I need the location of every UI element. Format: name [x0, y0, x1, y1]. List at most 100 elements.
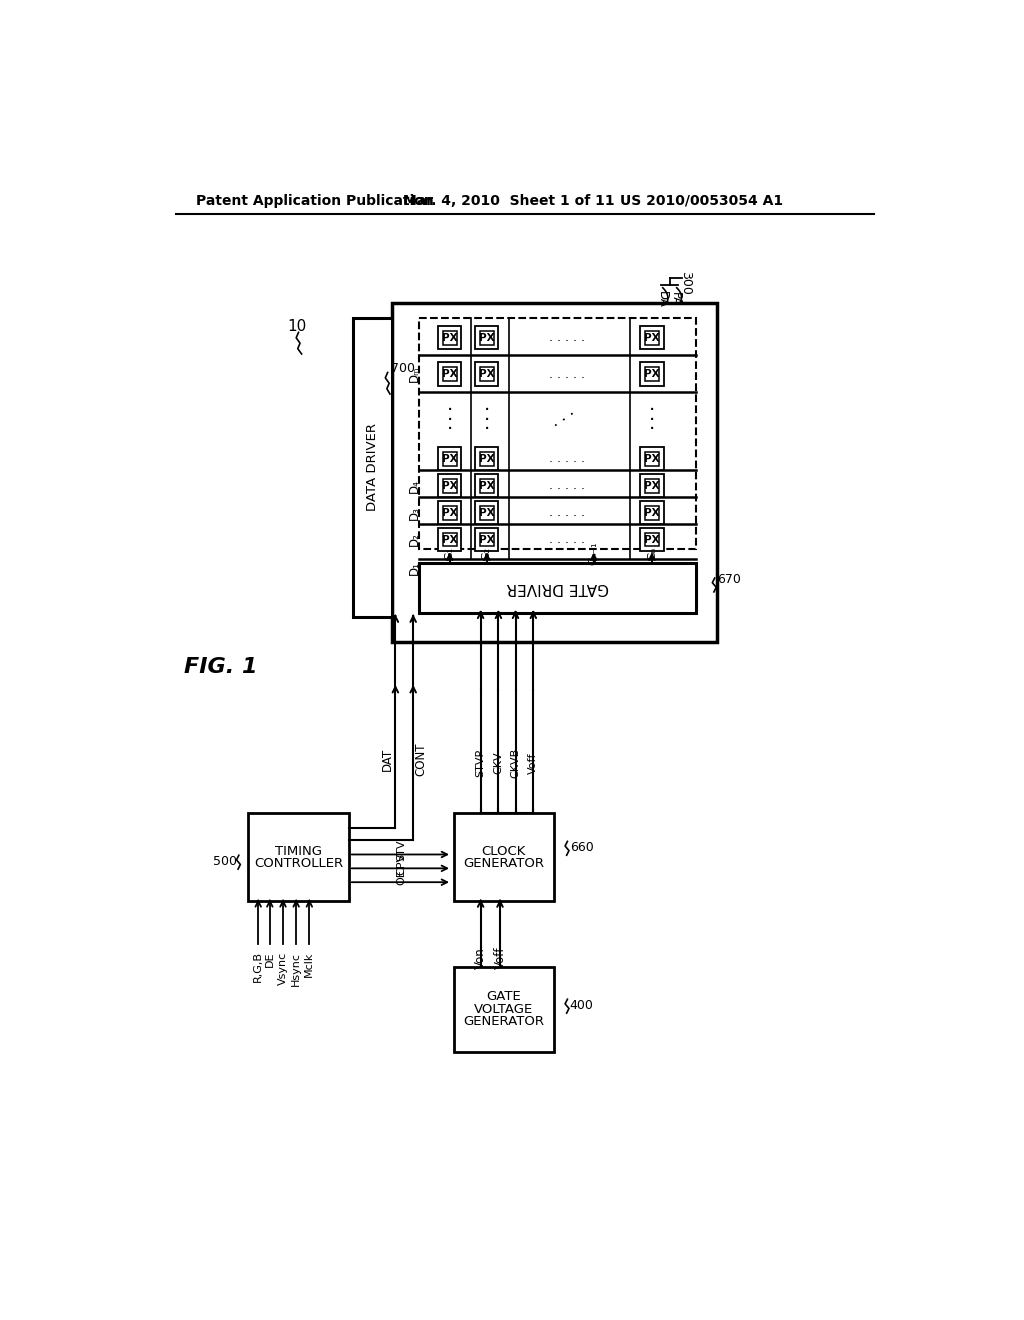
Text: . . . . .: . . . . .	[550, 506, 586, 519]
Bar	[480, 367, 494, 381]
Text: VOLTAGE: VOLTAGE	[474, 1003, 534, 1016]
Bar	[645, 451, 658, 466]
Text: Voff: Voff	[494, 946, 507, 969]
Bar	[475, 474, 499, 498]
Bar	[442, 367, 457, 381]
Text: PX: PX	[441, 535, 458, 545]
Text: GATE: GATE	[486, 990, 521, 1003]
Text: 500: 500	[213, 855, 237, 869]
Text: PX: PX	[441, 508, 458, 517]
Text: R,G,B: R,G,B	[253, 952, 263, 982]
Text: . . . . .: . . . . .	[550, 367, 586, 380]
Bar	[442, 331, 457, 345]
Text: Gₙ: Gₙ	[647, 546, 657, 560]
Text: 10: 10	[287, 318, 306, 334]
Bar	[645, 533, 658, 546]
Bar	[640, 502, 664, 524]
Text: .: .	[649, 404, 655, 424]
Text: D₃: D₃	[409, 506, 421, 520]
Text: PX: PX	[644, 454, 659, 463]
Bar	[640, 447, 664, 470]
Bar	[475, 502, 499, 524]
Bar	[438, 502, 461, 524]
Bar	[248, 813, 349, 902]
Bar	[475, 447, 499, 470]
Text: CONTROLLER: CONTROLLER	[254, 857, 343, 870]
Bar	[438, 326, 461, 350]
Text: PX: PX	[479, 333, 495, 343]
Text: PX: PX	[479, 480, 495, 491]
Text: .: .	[446, 395, 453, 414]
Text: .: .	[649, 413, 655, 433]
Text: G₂: G₂	[482, 546, 492, 560]
Text: .: .	[649, 395, 655, 414]
Text: CPV: CPV	[396, 853, 407, 875]
Bar	[645, 479, 658, 492]
Text: PX: PX	[479, 508, 495, 517]
Text: Hsync: Hsync	[291, 952, 301, 986]
Bar	[475, 326, 499, 350]
Text: D₄: D₄	[409, 479, 421, 492]
Bar	[475, 363, 499, 385]
Text: Von: Von	[474, 946, 487, 969]
Bar	[454, 813, 554, 902]
Text: GENERATOR: GENERATOR	[464, 1015, 545, 1028]
Bar	[442, 451, 457, 466]
Bar	[480, 331, 494, 345]
Text: Mclk: Mclk	[304, 952, 314, 977]
Bar	[480, 479, 494, 492]
Text: PX: PX	[644, 333, 659, 343]
Text: FIG. 1: FIG. 1	[184, 656, 258, 677]
Text: . . . . .: . . . . .	[550, 331, 586, 345]
Text: STV: STV	[396, 840, 407, 861]
Bar	[391, 304, 717, 642]
Bar	[419, 318, 696, 549]
Bar	[438, 447, 461, 470]
Text: .: .	[483, 395, 489, 414]
Bar	[640, 528, 664, 552]
Bar	[645, 506, 658, 520]
Text: PX: PX	[644, 535, 659, 545]
Bar	[640, 474, 664, 498]
Text: PA: PA	[669, 292, 682, 306]
Text: D₂: D₂	[409, 532, 421, 546]
Text: 660: 660	[569, 841, 594, 854]
Text: Vsync: Vsync	[278, 952, 288, 985]
Bar	[442, 479, 457, 492]
Text: Patent Application Publication: Patent Application Publication	[197, 194, 434, 207]
Text: CONT: CONT	[415, 742, 428, 776]
Text: GENERATOR: GENERATOR	[464, 857, 545, 870]
Text: .: .	[446, 413, 453, 433]
Bar	[480, 451, 494, 466]
Bar	[438, 474, 461, 498]
Bar	[480, 506, 494, 520]
Text: Gₙ₋₁: Gₙ₋₁	[589, 541, 599, 565]
Text: PX: PX	[441, 454, 458, 463]
Bar	[438, 528, 461, 552]
Text: Voff: Voff	[528, 752, 539, 774]
Text: PX: PX	[644, 508, 659, 517]
Text: PX: PX	[479, 535, 495, 545]
Bar	[640, 326, 664, 350]
Bar	[640, 363, 664, 385]
Text: TIMING: TIMING	[275, 845, 322, 858]
Text: PX: PX	[441, 480, 458, 491]
Text: CKV: CKV	[494, 751, 504, 774]
Bar	[442, 506, 457, 520]
Text: 670: 670	[717, 573, 741, 586]
Text: PX: PX	[644, 370, 659, 379]
Text: PX: PX	[479, 370, 495, 379]
Text: . . . . .: . . . . .	[550, 533, 586, 546]
Text: STVP: STVP	[475, 748, 485, 777]
Text: D₁: D₁	[409, 561, 421, 576]
Text: PX: PX	[441, 370, 458, 379]
Bar	[480, 533, 494, 546]
Text: CKVB: CKVB	[511, 747, 520, 777]
Bar	[442, 533, 457, 546]
Text: DAT: DAT	[381, 747, 394, 771]
Bar	[475, 528, 499, 552]
Text: CLOCK: CLOCK	[481, 845, 526, 858]
Text: DA: DA	[656, 290, 670, 308]
Text: .: .	[483, 413, 489, 433]
Text: . . .: . . .	[548, 403, 577, 429]
